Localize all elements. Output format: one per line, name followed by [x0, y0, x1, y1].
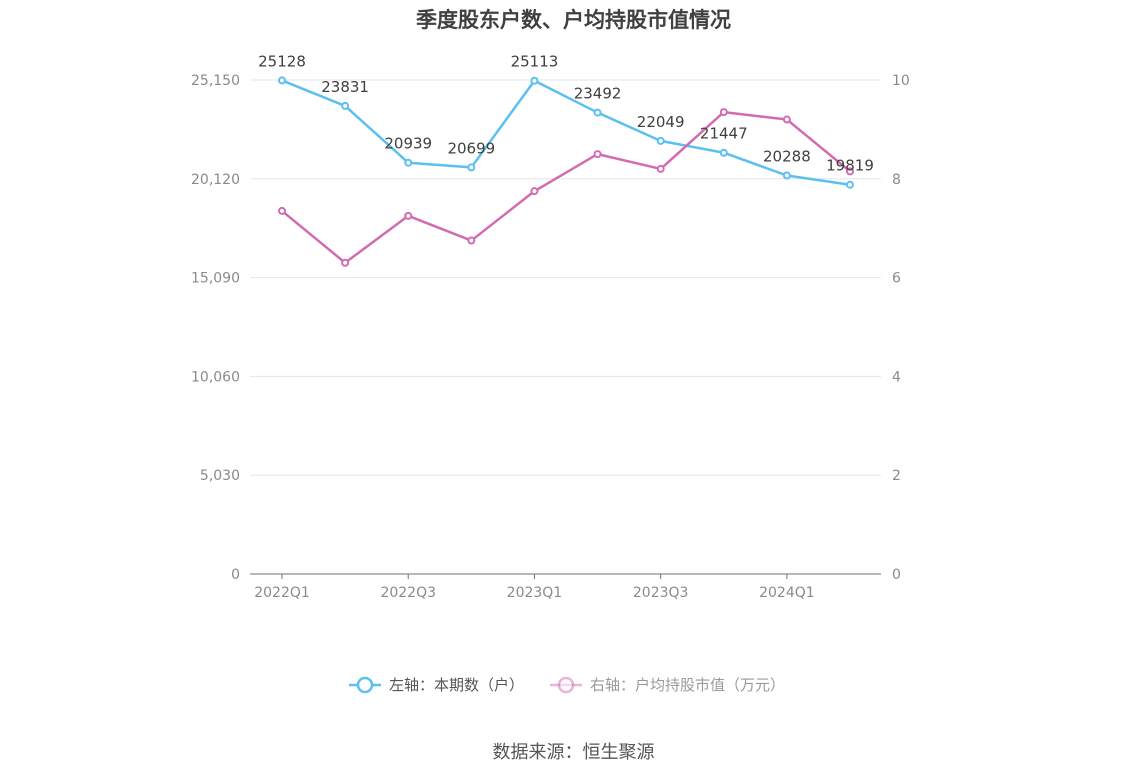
y-right-tick-label: 2 [892, 468, 901, 484]
data-label: 20288 [763, 148, 811, 166]
series-1-point [404, 158, 413, 167]
y-left-tick-label: 5,030 [200, 468, 240, 484]
y-left-tick-label: 15,090 [191, 271, 240, 287]
series-2-point [467, 236, 476, 245]
data-label: 25128 [258, 52, 306, 70]
series-1-point [341, 101, 350, 110]
x-tick-label: 2023Q3 [633, 585, 689, 601]
series-2-point [278, 206, 286, 215]
series-2-point [593, 150, 602, 159]
legend-layer[interactable]: 左轴：本期数（户） 右轴：户均持股市值（万元） [349, 676, 785, 694]
series-line-2 [281, 110, 851, 265]
series-2-point [846, 167, 854, 176]
x-tick-label: 2022Q3 [380, 585, 436, 601]
series-2-point [782, 115, 791, 124]
y-left-tick-label: 10,060 [191, 369, 240, 385]
series-2-point [719, 108, 728, 117]
y-right-tick-label: 10 [892, 73, 910, 89]
data-label: 23492 [574, 85, 622, 103]
data-label: 20699 [447, 139, 495, 157]
series-1-point [593, 108, 602, 117]
series-1-point [530, 76, 539, 85]
series-1-point [782, 171, 791, 180]
x-tick-label: 2022Q1 [254, 585, 310, 601]
data-label: 19819 [826, 157, 874, 175]
x-tick-label: 2024Q1 [759, 585, 815, 601]
y-right-tick-label: 6 [892, 271, 901, 287]
series-1-point [846, 180, 854, 189]
y-left-tick-label: 25,150 [191, 73, 240, 89]
grid-layer [250, 79, 881, 476]
chart-title: 季度股东户数、户均持股市值情况 [416, 8, 731, 32]
y-right-tick-label: 8 [892, 172, 901, 188]
legend-item-2[interactable]: 右轴：户均持股市值（万元） [550, 676, 785, 694]
data-label: 22049 [637, 113, 685, 131]
series-1-point [656, 136, 665, 145]
y-right-tick-label: 4 [892, 369, 901, 385]
data-label: 23831 [321, 78, 369, 96]
data-label: 20939 [384, 135, 432, 153]
y-right-tick-label: 0 [892, 567, 901, 583]
series-2-point [341, 258, 350, 267]
series-2-point [404, 211, 413, 220]
legend-item-1[interactable]: 左轴：本期数（户） [349, 676, 524, 694]
series-1-point [278, 76, 286, 85]
data-label: 25113 [511, 53, 559, 71]
axis-layer: 0 5,030 10,060 15,090 20,120 25,150 0 2 4 6 8 10 202… [191, 73, 910, 601]
y-left-tick-label: 20,120 [191, 172, 240, 188]
source-text: 数据来源：恒生聚源 [492, 742, 655, 763]
series-1-point [467, 163, 476, 172]
data-label: 21447 [700, 125, 748, 143]
legend-label: 左轴：本期数（户） [389, 676, 524, 694]
y-left-tick-label: 0 [231, 567, 240, 583]
x-tick-label: 2023Q1 [507, 585, 563, 601]
legend-marker [356, 676, 374, 694]
series-line-1 [281, 79, 851, 186]
label-layer: 25128 23831 20939 20699 25113 23492 22049 21447… [258, 52, 874, 174]
series-1-point [719, 148, 728, 157]
legend-label: 右轴：户均持股市值（万元） [590, 676, 785, 694]
series-layer [278, 76, 854, 267]
series-2-point [530, 187, 539, 196]
series-2-point [656, 164, 665, 173]
legend-marker [557, 676, 575, 694]
